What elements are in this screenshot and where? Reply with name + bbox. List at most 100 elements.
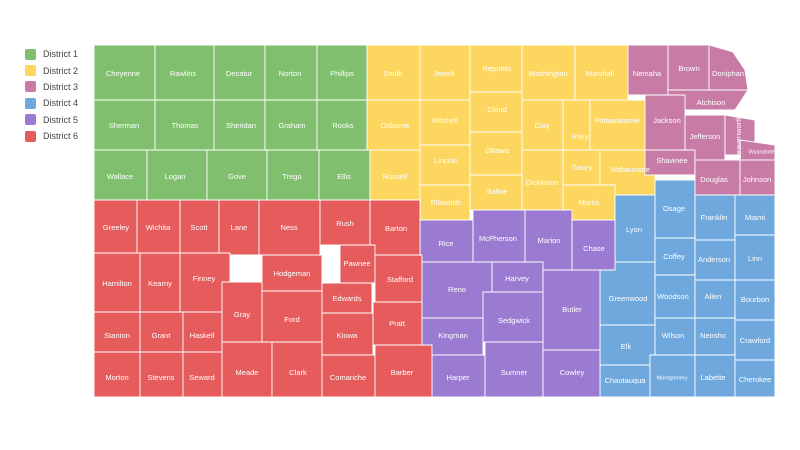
county-label-harvey: Harvey [505, 274, 529, 283]
county-label-wilson: Wilson [662, 331, 685, 340]
county-label-sedgwick: Sedgwick [498, 316, 530, 325]
county-label-doniphan: Doniphan [712, 69, 744, 78]
county-label-gove: Gove [228, 172, 246, 181]
county-label-woodson: Woodson [657, 292, 689, 301]
county-label-riley: Riley [572, 132, 589, 141]
county-label-ford: Ford [284, 315, 299, 324]
county-label-butler: Butler [562, 305, 582, 314]
legend-swatch [25, 130, 36, 142]
county-label-wallace: Wallace [107, 172, 133, 181]
county-label-rice: Rice [438, 239, 453, 248]
county-label-rawlins: Rawlins [170, 69, 197, 78]
county-label-sherman: Sherman [109, 121, 139, 130]
county-label-stanton: Stanton [104, 331, 130, 340]
county-label-logan: Logan [165, 172, 186, 181]
county-label-geary: Geary [572, 163, 593, 172]
county-label-lincoln: Lincoln [434, 156, 458, 165]
county-label-thomas: Thomas [171, 121, 198, 130]
county-label-graham: Graham [278, 121, 305, 130]
county-label-wichita: Wichita [146, 223, 171, 232]
county-label-cloud: Cloud [487, 105, 507, 114]
county-label-kiowa: Kiowa [337, 331, 358, 340]
county-label-miami: Miami [745, 213, 765, 222]
county-label-barton: Barton [385, 224, 407, 233]
county-label-haskell: Haskell [190, 331, 215, 340]
county-label-lane: Lane [231, 223, 248, 232]
county-label-gray: Gray [234, 310, 251, 319]
county-label-labette: Labette [700, 373, 725, 382]
county-label-crawford: Crawford [740, 336, 770, 345]
county-label-allen: Allen [705, 292, 722, 301]
legend-label: District 6 [43, 131, 79, 142]
county-label-nemaha: Nemaha [633, 69, 662, 78]
county-label-osage: Osage [663, 204, 685, 213]
county-label-reno: Reno [448, 285, 466, 294]
county-doniphan [708, 44, 749, 91]
legend-label: District 4 [43, 98, 79, 109]
county-label-smith: Smith [383, 69, 402, 78]
county-label-phillips: Phillips [330, 69, 354, 78]
county-label-finney: Finney [193, 274, 216, 283]
county-label-brown: Brown [678, 64, 699, 73]
county-label-kearny: Kearny [148, 279, 172, 288]
county-label-jewell: Jewell [434, 69, 455, 78]
county-label-clark: Clark [289, 368, 307, 377]
county-label-comanche: Comanche [330, 373, 366, 382]
county-barber [374, 344, 433, 398]
county-label-morton: Morton [105, 373, 128, 382]
legend-swatch [25, 114, 36, 126]
county-label-ellsworth: Ellsworth [431, 198, 461, 207]
county-label-chautauqua: Chautauqua [605, 376, 647, 385]
legend-item-district-5: District 5 [25, 112, 78, 128]
county-label-clay: Clay [534, 121, 549, 130]
county-label-mcpherson: McPherson [479, 234, 517, 243]
county-label-pawnee: Pawnee [343, 259, 370, 268]
legend-item-district-4: District 4 [25, 95, 78, 111]
legend-swatch [25, 81, 36, 93]
county-label-cowley: Cowley [560, 368, 585, 377]
county-label-marion: Marion [538, 236, 561, 245]
county-label-dickinson: Dickinson [526, 178, 559, 187]
legend-item-district-3: District 3 [25, 79, 78, 95]
county-label-johnson: Johnson [743, 175, 771, 184]
county-label-chase: Chase [583, 244, 605, 253]
county-label-trego: Trego [282, 172, 301, 181]
legend-swatch [25, 97, 36, 109]
county-label-barber: Barber [391, 368, 414, 377]
county-label-ness: Ness [280, 223, 297, 232]
county-cowley [542, 349, 601, 398]
county-label-saline: Saline [487, 187, 508, 196]
county-chase [571, 219, 616, 271]
county-label-sheridan: Sheridan [226, 121, 256, 130]
county-label-scott: Scott [190, 223, 208, 232]
legend-item-district-6: District 6 [25, 128, 78, 144]
legend-item-district-1: District 1 [25, 46, 78, 62]
county-lincoln [419, 144, 471, 186]
county-label-marshall: Marshall [586, 69, 615, 78]
county-label-elk: Elk [621, 342, 632, 351]
county-label-stevens: Stevens [147, 373, 174, 382]
county-label-cheyenne: Cheyenne [106, 69, 140, 78]
county-label-greenwood: Greenwood [609, 294, 648, 303]
county-label-russell: Russell [383, 172, 408, 181]
county-label-grant: Grant [152, 331, 172, 340]
county-label-bourbon: Bourbon [741, 295, 769, 304]
map-legend: District 1 District 2 District 3 District 4… [25, 46, 78, 144]
county-label-rush: Rush [336, 219, 354, 228]
county-label-franklin: Franklin [701, 213, 728, 222]
county-label-sumner: Sumner [501, 368, 528, 377]
county-label-greeley: Greeley [103, 223, 130, 232]
county-label-cherokee: Cherokee [739, 375, 772, 384]
county-label-ellis: Ellis [337, 172, 351, 181]
county-cherokee [734, 359, 776, 398]
county-label-osborne: Osborne [381, 121, 410, 130]
county-label-anderson: Anderson [698, 255, 730, 264]
county-label-hamilton: Hamilton [102, 279, 132, 288]
county-label-neosho: Neosho [700, 331, 726, 340]
county-label-rooks: Rooks [332, 121, 354, 130]
legend-label: District 2 [43, 65, 79, 76]
county-label-hodgeman: Hodgeman [274, 269, 311, 278]
county-label-seward: Seward [189, 373, 214, 382]
county-label-ottawa: Ottawa [485, 146, 510, 155]
county-label-coffey: Coffey [663, 252, 685, 261]
